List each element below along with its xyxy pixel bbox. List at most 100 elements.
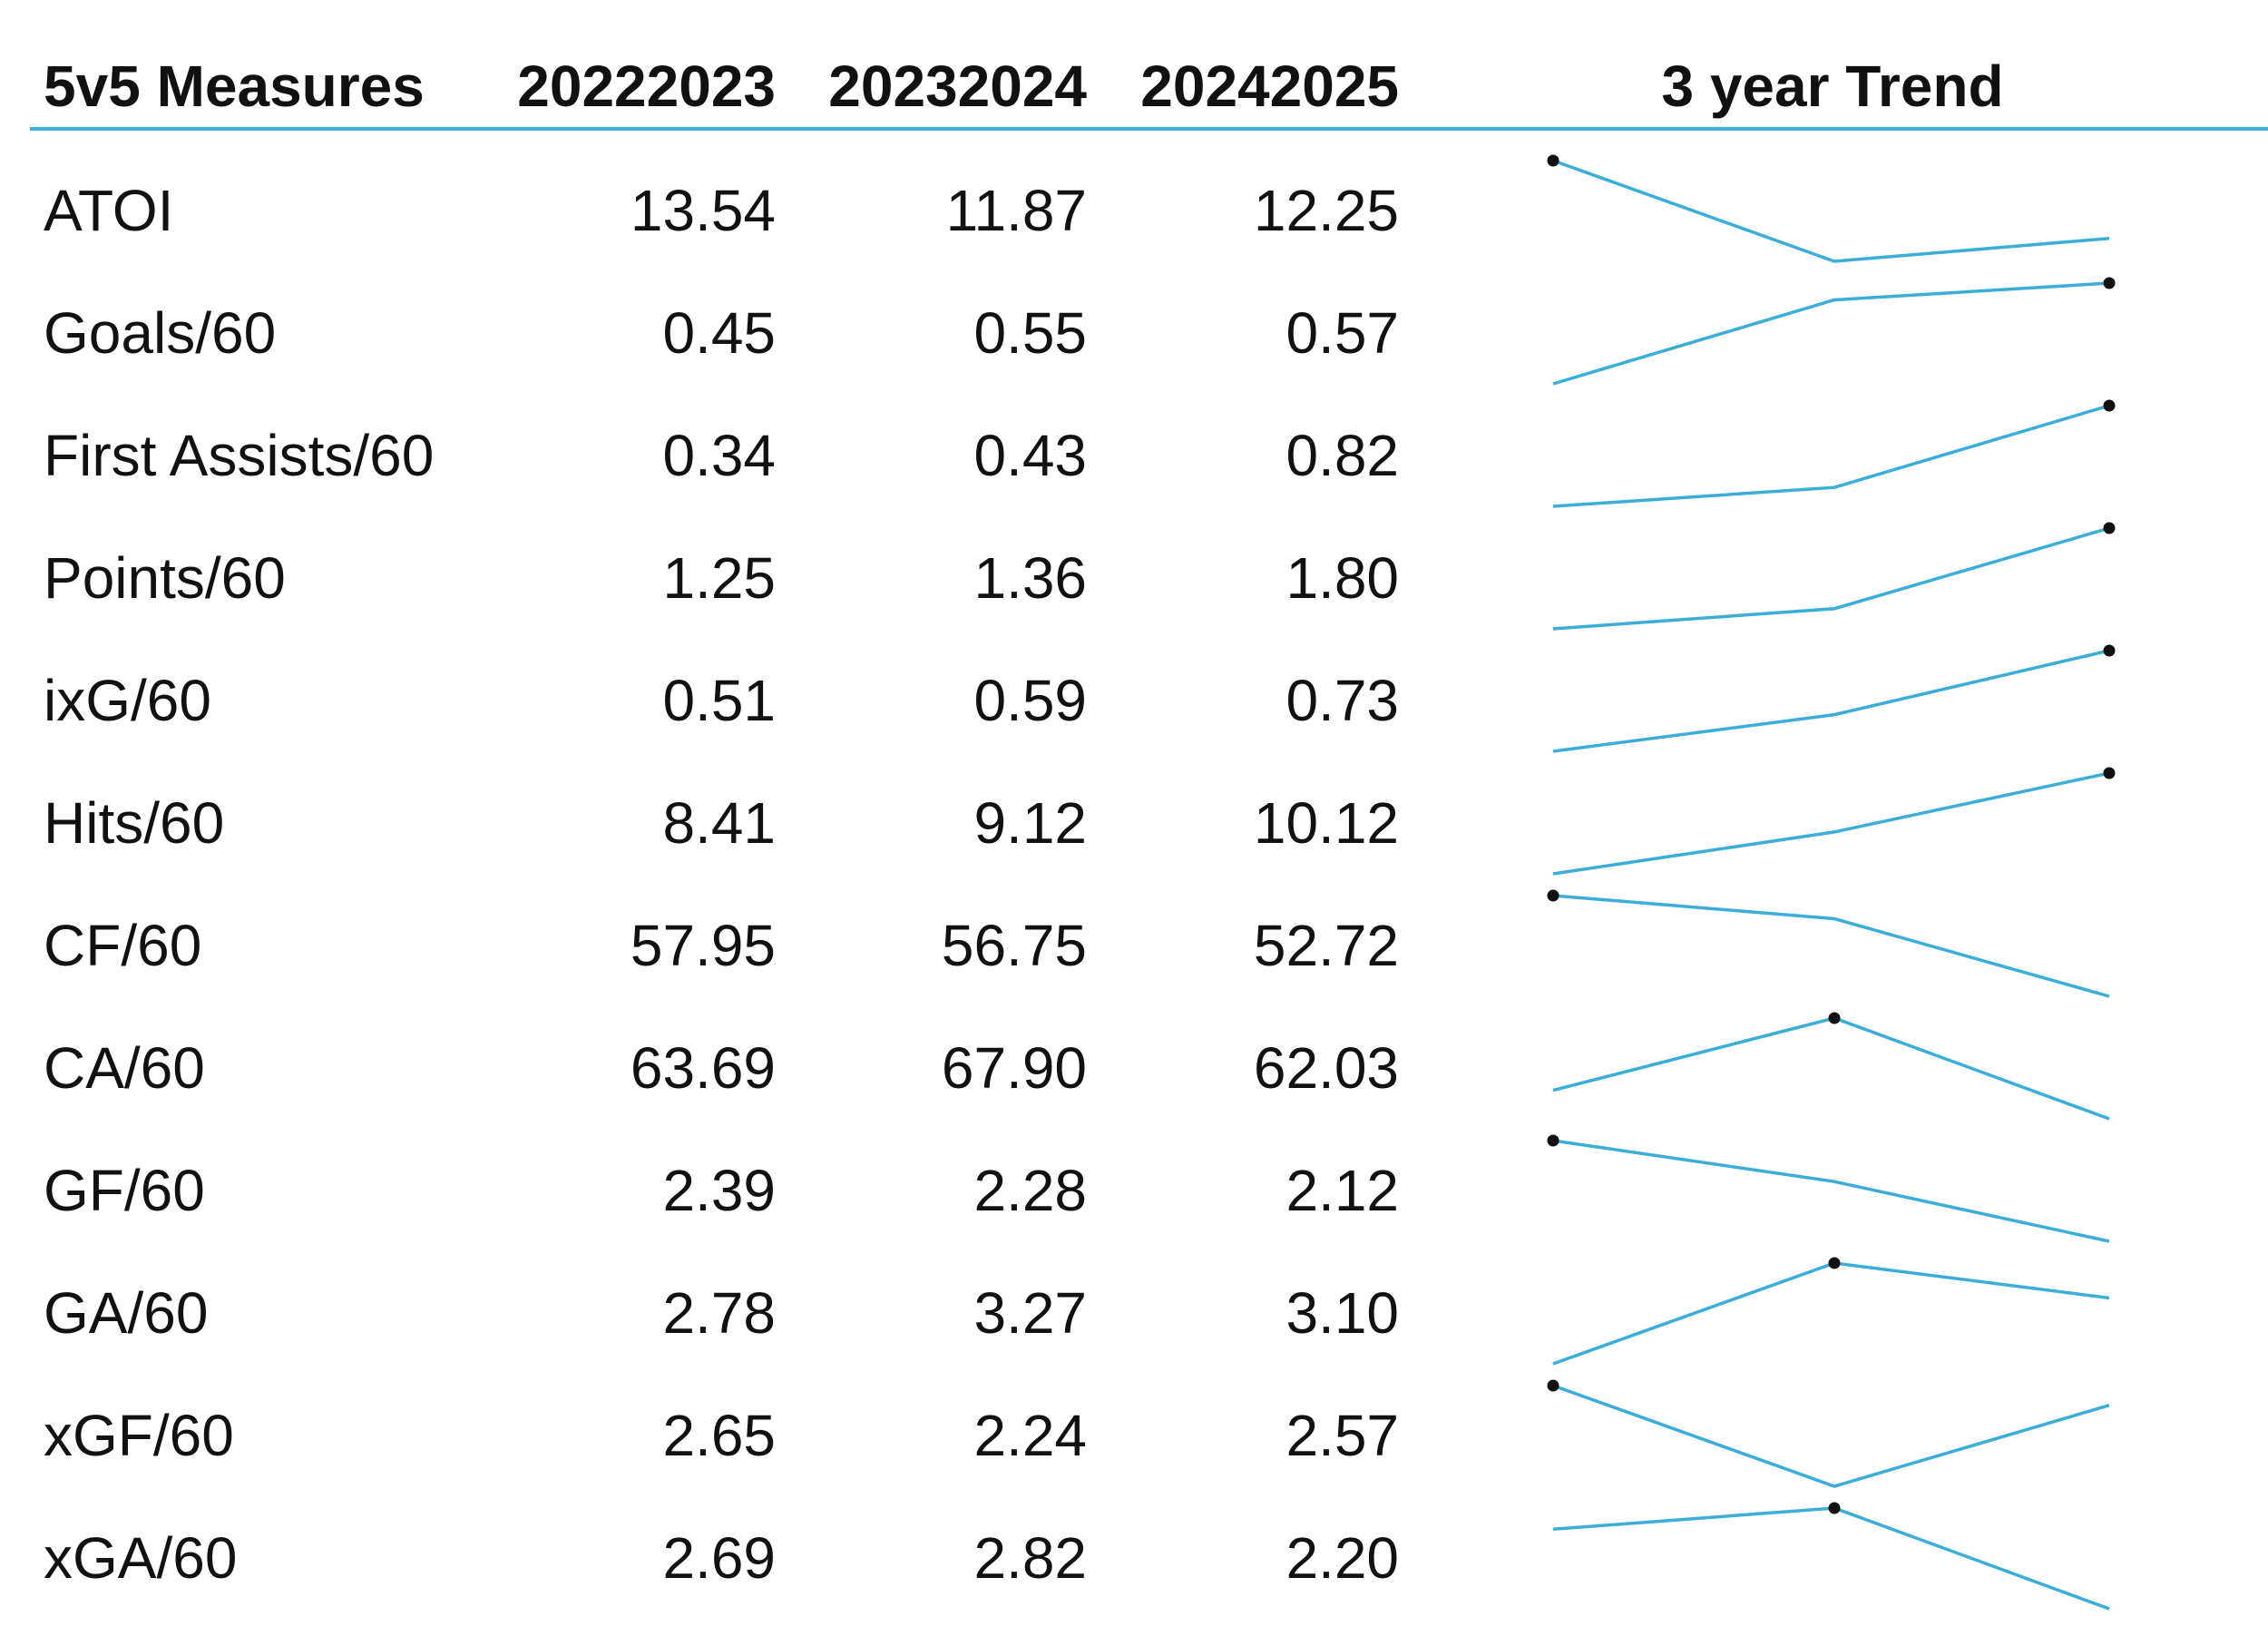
table-row: Goals/60 0.45 0.55 0.57 [0, 272, 1433, 395]
table-row: Points/60 1.25 1.36 1.80 [0, 517, 1433, 640]
sparkline-group [1547, 154, 2110, 263]
season-value-1: 63.69 [630, 1035, 776, 1101]
sparkline-high-point [2103, 399, 2116, 412]
season-value-2: 67.90 [941, 1035, 1087, 1101]
table-row: CF/60 57.95 56.75 52.72 [0, 885, 1433, 1007]
sparkline [1552, 1139, 2110, 1243]
season-value-1: 8.41 [662, 790, 776, 856]
row-label: First Assists/60 [44, 423, 435, 488]
sparkline-high-point [2103, 277, 2116, 289]
season-value-3: 12.25 [1253, 178, 1399, 243]
table-row: ATOI 13.54 11.87 12.25 [0, 150, 1433, 272]
sparkline [1552, 1016, 2110, 1121]
season-value-3: 2.20 [1286, 1525, 1399, 1591]
season-value-2: 1.36 [973, 545, 1087, 611]
season-value-1: 0.34 [662, 423, 776, 488]
sparkline [1552, 526, 2110, 631]
season-value-1: 2.65 [662, 1403, 776, 1468]
season-value-2: 11.87 [945, 178, 1087, 243]
header-season-2: 20232024 [828, 54, 1087, 119]
table-row: First Assists/60 0.34 0.43 0.82 [0, 395, 1433, 517]
sparkline [1552, 1261, 2110, 1366]
sparkline-group [1552, 522, 2116, 631]
row-label: xGF/60 [44, 1403, 234, 1468]
sparkline-group [1547, 889, 2110, 998]
sparkline-high-point [1828, 1012, 1841, 1024]
row-label: Goals/60 [44, 300, 277, 366]
row-label: xGA/60 [44, 1525, 238, 1591]
season-value-1: 13.54 [630, 178, 776, 243]
sparkline [1552, 649, 2110, 753]
season-value-2: 2.82 [973, 1525, 1087, 1591]
row-label: Hits/60 [44, 790, 225, 856]
season-value-3: 0.73 [1286, 668, 1399, 733]
table-row: GA/60 2.78 3.27 3.10 [0, 1252, 1433, 1375]
sparkline-high-point [1547, 154, 1559, 167]
season-value-3: 10.12 [1253, 790, 1399, 856]
season-value-1: 2.39 [662, 1158, 776, 1223]
season-value-3: 52.72 [1253, 913, 1399, 978]
sparkline-group [1552, 1502, 2110, 1611]
sparkline [1552, 771, 2110, 876]
header-trend: 3 year Trend [1661, 54, 2004, 119]
sparkline-group [1552, 399, 2116, 508]
header-season-3: 20242025 [1140, 54, 1399, 119]
season-value-2: 0.59 [973, 668, 1087, 733]
sparkline-group [1547, 1134, 2110, 1243]
season-value-2: 2.24 [973, 1403, 1087, 1468]
sparkline-group [1552, 767, 2116, 876]
row-label: GF/60 [44, 1158, 205, 1223]
season-value-1: 1.25 [662, 545, 776, 611]
sparkline [1552, 404, 2110, 508]
sparkline-group [1547, 1379, 2110, 1488]
row-label: GA/60 [44, 1280, 209, 1346]
season-value-2: 0.43 [973, 423, 1087, 488]
season-value-2: 0.55 [973, 300, 1087, 366]
season-value-1: 0.45 [662, 300, 776, 366]
season-value-3: 3.10 [1286, 1280, 1399, 1346]
sparkline-high-point [1547, 1134, 1559, 1147]
sparkline-high-point [1547, 1379, 1559, 1392]
row-label: ixG/60 [44, 668, 211, 733]
table-row: xGA/60 2.69 2.82 2.20 [0, 1497, 1433, 1620]
season-value-3: 0.82 [1286, 423, 1399, 488]
season-value-1: 0.51 [662, 668, 776, 733]
sparkline-group [1552, 644, 2116, 753]
header-season-1: 20222023 [517, 54, 776, 119]
sparkline-high-point [2103, 522, 2116, 534]
sparkline-high-point [1547, 889, 1559, 902]
sparkline [1552, 281, 2110, 386]
sparkline-group [1552, 1012, 2110, 1121]
sparkline [1552, 894, 2110, 998]
table-row: CA/60 63.69 67.90 62.03 [0, 1007, 1433, 1130]
row-label: Points/60 [44, 545, 286, 611]
season-value-3: 0.57 [1286, 300, 1399, 366]
sparkline [1552, 1384, 2110, 1488]
season-value-3: 62.03 [1253, 1035, 1399, 1101]
season-value-3: 2.12 [1286, 1158, 1399, 1223]
table-row: xGF/60 2.65 2.24 2.57 [0, 1375, 1433, 1497]
table-row: GF/60 2.39 2.28 2.12 [0, 1130, 1433, 1252]
table-row: Hits/60 8.41 9.12 10.12 [0, 762, 1433, 885]
sparkline-group [1552, 1257, 2110, 1366]
season-value-1: 2.69 [662, 1525, 776, 1591]
sparkline-high-point [1828, 1502, 1841, 1514]
sparkline-high-point [2103, 644, 2116, 657]
sparkline-group [1552, 277, 2116, 386]
row-label: CA/60 [44, 1035, 205, 1101]
season-value-1: 57.95 [630, 913, 776, 978]
season-value-2: 2.28 [973, 1158, 1087, 1223]
season-value-2: 9.12 [973, 790, 1087, 856]
season-value-3: 2.57 [1286, 1403, 1399, 1468]
header-divider [30, 127, 2268, 131]
season-value-2: 56.75 [941, 913, 1087, 978]
sparkline-high-point [2103, 767, 2116, 779]
table-row: ixG/60 0.51 0.59 0.73 [0, 640, 1433, 762]
sparkline-high-point [1828, 1257, 1841, 1269]
season-value-3: 1.80 [1286, 545, 1399, 611]
row-label: ATOI [44, 178, 174, 243]
row-label: CF/60 [44, 913, 202, 978]
season-value-2: 3.27 [973, 1280, 1087, 1346]
